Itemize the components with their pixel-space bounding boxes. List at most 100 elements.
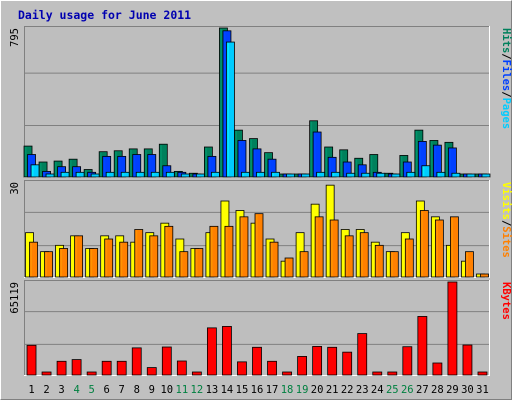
bar-pages-day-16 bbox=[256, 171, 265, 178]
bar-highlight bbox=[329, 158, 331, 176]
x-tick-label-day-30: 30 bbox=[461, 384, 474, 396]
x-tick-label-day-24: 24 bbox=[371, 384, 384, 396]
bar-highlight bbox=[314, 133, 316, 176]
legend-entry-visits: Visits bbox=[500, 182, 512, 220]
bar-sites-day-8 bbox=[134, 229, 144, 278]
bar-highlight bbox=[73, 360, 75, 374]
bar-sites-day-13 bbox=[209, 225, 219, 278]
bar-highlight bbox=[433, 364, 436, 374]
bar-sites-day-14 bbox=[224, 225, 234, 278]
bar-highlight bbox=[148, 155, 151, 176]
legend-middle: Visits/Sites bbox=[500, 182, 512, 258]
bar-highlight bbox=[310, 121, 313, 176]
bar-highlight bbox=[225, 227, 228, 276]
bar-sites-day-5 bbox=[89, 248, 99, 278]
bar-highlight bbox=[150, 236, 153, 276]
bar-highlight bbox=[105, 240, 108, 276]
chart-title: Daily usage for June 2011 bbox=[18, 8, 191, 22]
bar-kbytes-day-11 bbox=[176, 360, 187, 376]
x-tick-label-day-10: 10 bbox=[160, 384, 173, 396]
bar-highlight bbox=[221, 202, 224, 276]
bar-highlight bbox=[236, 211, 239, 276]
bar-pages-day-30 bbox=[466, 173, 476, 178]
bar-highlight bbox=[115, 151, 117, 176]
bar-pages-day-19 bbox=[301, 173, 311, 178]
bar-highlight bbox=[402, 233, 404, 276]
bar-sites-day-31 bbox=[480, 273, 489, 278]
bar-highlight bbox=[206, 233, 209, 276]
bar-highlight bbox=[180, 252, 183, 276]
bar-highlight bbox=[101, 236, 104, 276]
bar-kbytes-day-25 bbox=[387, 371, 398, 376]
bar-highlight bbox=[376, 246, 378, 276]
bar-highlight bbox=[133, 155, 136, 176]
x-tick-label-day-2: 2 bbox=[43, 384, 49, 396]
x-tick-label-day-31: 31 bbox=[476, 384, 489, 396]
x-tick-label-day-22: 22 bbox=[341, 384, 354, 396]
bar-highlight bbox=[210, 227, 213, 276]
bar-highlight bbox=[418, 317, 421, 374]
bar-highlight bbox=[30, 243, 33, 276]
bar-pages-day-29 bbox=[451, 172, 461, 178]
legend-entry-hits: Hits bbox=[500, 28, 512, 53]
bar-highlight bbox=[178, 173, 181, 176]
bar-kbytes-day-6 bbox=[101, 360, 112, 376]
x-tick-label-day-20: 20 bbox=[311, 384, 324, 396]
bar-sites-day-24 bbox=[374, 244, 384, 278]
bar-pages-day-7 bbox=[120, 171, 130, 178]
bar-highlight bbox=[313, 347, 316, 374]
bar-highlight bbox=[160, 145, 162, 176]
bar-highlight bbox=[269, 160, 271, 176]
bar-kbytes-day-8 bbox=[131, 347, 142, 376]
bar-sites-day-18 bbox=[284, 257, 294, 278]
bar-highlight bbox=[387, 252, 389, 276]
bar-sites-day-9 bbox=[149, 235, 159, 278]
x-tick-label-day-16: 16 bbox=[251, 384, 264, 396]
bar-highlight bbox=[421, 211, 423, 276]
bar-highlight bbox=[28, 346, 30, 374]
bar-highlight bbox=[448, 283, 451, 374]
scale-label-bottom: 65119 bbox=[9, 282, 21, 314]
x-tick-label-day-7: 7 bbox=[119, 384, 125, 396]
bar-highlight bbox=[449, 148, 451, 176]
bar-highlight bbox=[148, 368, 150, 374]
bar-highlight bbox=[240, 217, 243, 276]
bar-pages-day-25 bbox=[391, 173, 401, 178]
bar-highlight bbox=[116, 236, 119, 276]
bar-pages-day-24 bbox=[376, 172, 386, 178]
bar-pages-day-13 bbox=[210, 171, 220, 178]
bar-highlight bbox=[325, 148, 328, 176]
x-tick-label-day-28: 28 bbox=[431, 384, 444, 396]
bar-highlight bbox=[301, 252, 303, 276]
bar-highlight bbox=[25, 147, 27, 176]
bar-kbytes-day-17 bbox=[267, 360, 277, 376]
bar-highlight bbox=[355, 159, 358, 176]
bar-highlight bbox=[118, 362, 120, 374]
bar-highlight bbox=[58, 362, 60, 374]
bar-sites-day-30 bbox=[465, 251, 474, 278]
bar-highlight bbox=[250, 139, 252, 176]
bar-pages-day-5 bbox=[90, 173, 100, 178]
bar-highlight bbox=[256, 214, 258, 276]
bar-highlight bbox=[75, 236, 78, 276]
bar-highlight bbox=[407, 173, 410, 176]
bar-highlight bbox=[463, 346, 466, 374]
bar-highlight bbox=[372, 243, 374, 276]
bar-highlight bbox=[56, 246, 59, 276]
x-tick-label-day-4: 4 bbox=[73, 384, 79, 396]
legend-entry-sites: Sites bbox=[500, 226, 512, 258]
panel-bottom: 65119 KBytes bbox=[9, 280, 512, 376]
bar-kbytes-day-15 bbox=[237, 361, 247, 376]
bar-highlight bbox=[137, 173, 139, 176]
bar-highlight bbox=[40, 163, 42, 176]
bar-pages-day-20 bbox=[316, 171, 326, 178]
bar-kbytes-day-21 bbox=[327, 346, 338, 376]
bar-pages-day-8 bbox=[135, 171, 145, 178]
bar-pages-day-21 bbox=[331, 171, 341, 178]
bar-pages-day-26 bbox=[406, 171, 416, 178]
bar-sites-day-12 bbox=[194, 248, 204, 278]
bar-kbytes-day-16 bbox=[252, 346, 262, 376]
bar-pages-day-6 bbox=[105, 171, 115, 178]
bar-kbytes-day-1 bbox=[26, 344, 37, 376]
